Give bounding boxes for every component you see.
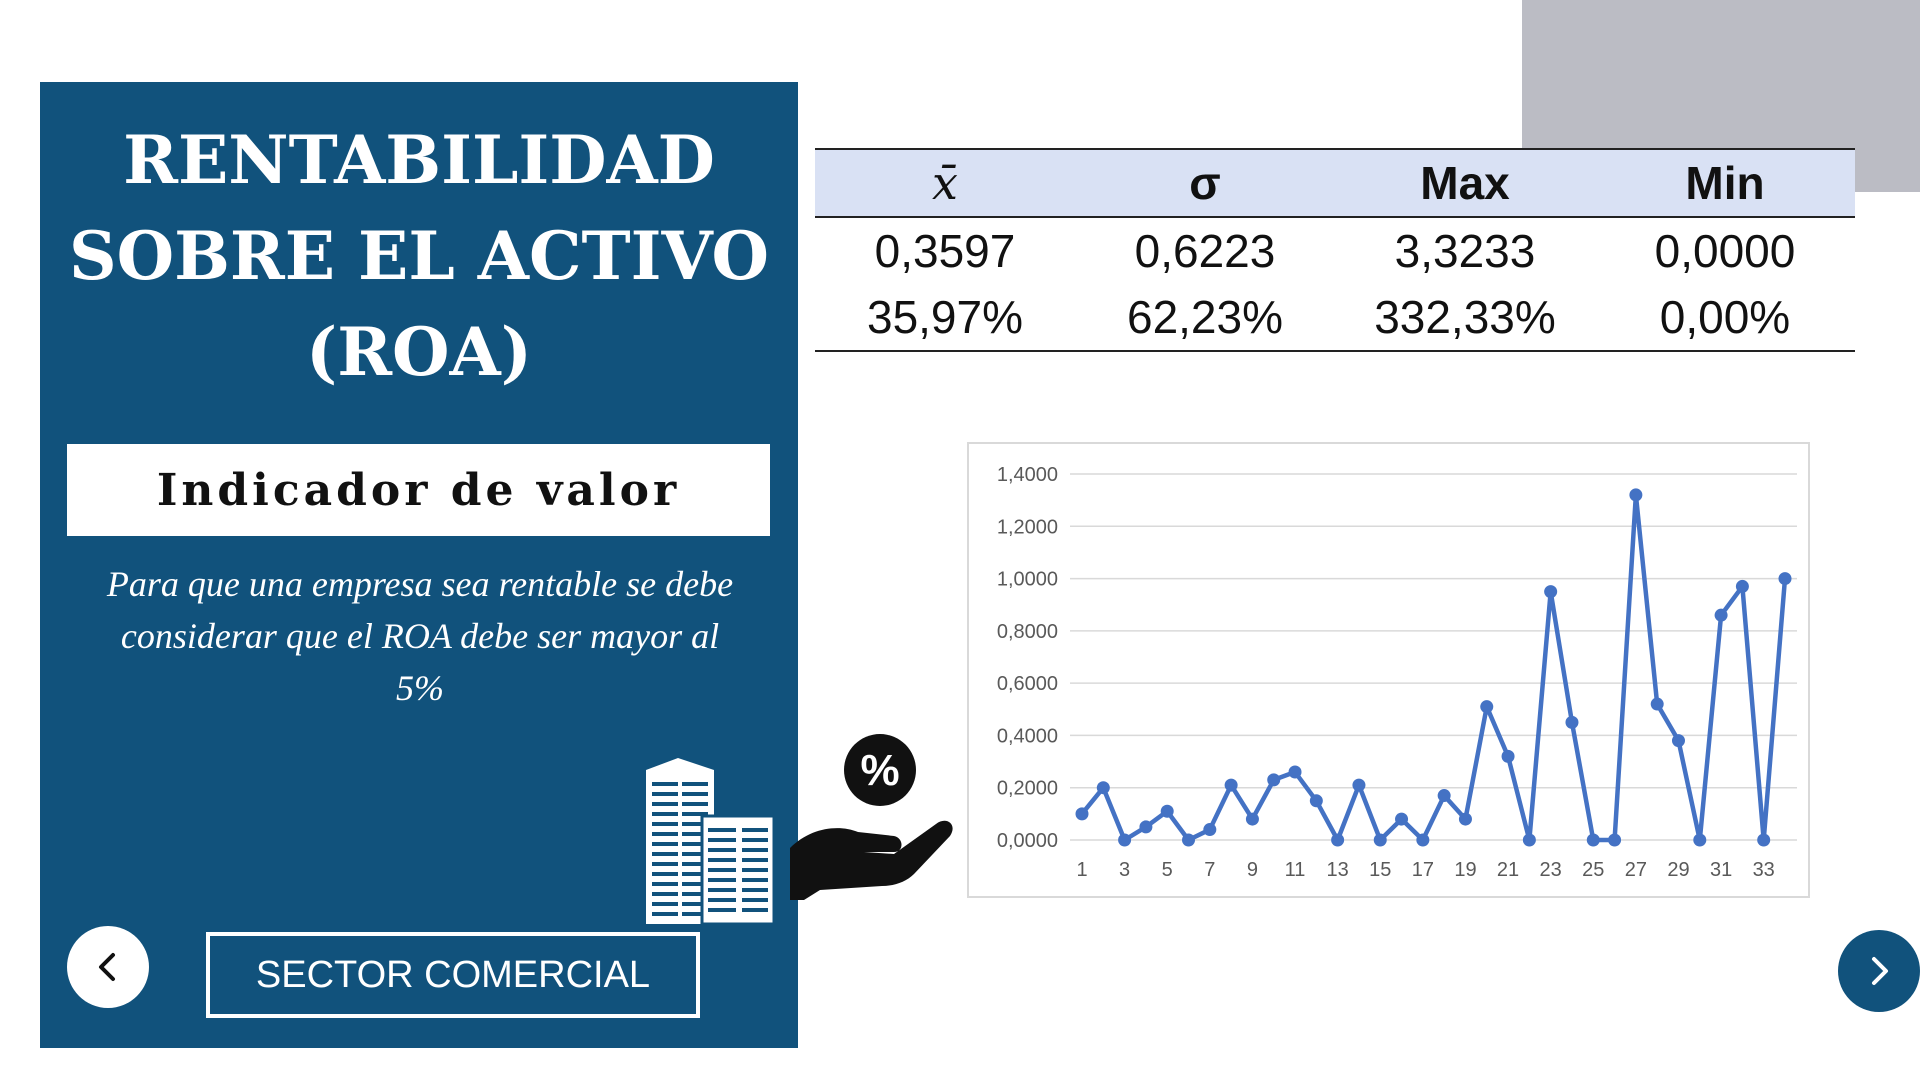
info-panel: RENTABILIDAD SOBRE EL ACTIVO (ROA) Indic… [40, 82, 798, 1048]
x-tick-label: 11 [1285, 859, 1306, 881]
data-point [1480, 700, 1494, 714]
y-tick-label: 0,0000 [997, 830, 1058, 852]
data-point [1096, 781, 1110, 795]
data-point [1160, 804, 1174, 818]
data-point [1203, 823, 1217, 837]
x-tick-label: 29 [1667, 859, 1689, 881]
x-tick-label: 3 [1119, 859, 1130, 881]
title-line-1: RENTABILIDAD [123, 121, 715, 199]
data-point [1522, 833, 1536, 847]
title-line-3: (ROA) [305, 313, 532, 391]
chevron-right-icon [1872, 957, 1888, 985]
series-line [1080, 492, 1788, 843]
data-point [1458, 812, 1472, 826]
data-point [1309, 794, 1323, 808]
table-cell: 0,0000 [1654, 225, 1796, 277]
y-tick-label: 1,4000 [997, 464, 1058, 486]
data-point [1373, 833, 1387, 847]
data-point [1267, 773, 1281, 787]
data-point [1118, 833, 1132, 847]
stats-table: x̄ σ Max Min 0,3597 0,6223 3,3233 0,0000… [815, 148, 1855, 352]
chart-canvas: 0,0000 0,2000 0,4000 0,6000 0,8000 1,0000 1,20… [997, 464, 1797, 881]
header-min: Min [1595, 148, 1855, 218]
y-tick-label: 0,4000 [997, 725, 1058, 747]
x-tick-label: 15 [1369, 859, 1391, 881]
table-cell: 0,3597 [874, 225, 1016, 277]
data-point [1586, 833, 1600, 847]
data-point [1224, 778, 1238, 792]
x-tick-label: 31 [1710, 859, 1732, 881]
header-std-dev: σ [1075, 148, 1335, 218]
table-cell: 332,33% [1335, 284, 1595, 352]
subtitle: Indicador de valor [156, 464, 681, 516]
data-point [1182, 833, 1196, 847]
table-cell: 62,23% [1075, 284, 1335, 352]
x-tick-label: 1 [1076, 859, 1087, 881]
header-max: Max [1335, 148, 1595, 218]
data-point [1437, 789, 1451, 803]
data-point [1565, 715, 1579, 729]
buildings-icon [646, 758, 774, 924]
hand-percent-icon: % [790, 734, 953, 900]
header-mean: x̄ [815, 148, 1075, 218]
page-title: RENTABILIDAD SOBRE EL ACTIVO (ROA) [40, 112, 798, 400]
table-cell: 0,00% [1595, 284, 1855, 352]
x-tick-label: 9 [1247, 859, 1258, 881]
data-point [1629, 488, 1643, 502]
data-point [1778, 572, 1792, 586]
data-point [1416, 833, 1430, 847]
x-tick-label: 5 [1162, 859, 1173, 881]
data-point [1288, 765, 1302, 779]
x-tick-label: 13 [1327, 859, 1349, 881]
data-point [1671, 734, 1685, 748]
x-tick-label: 21 [1497, 859, 1519, 881]
data-point [1139, 820, 1153, 834]
next-button[interactable] [1838, 930, 1920, 1012]
title-line-2: SOBRE EL ACTIVO [68, 217, 770, 295]
table-cell: 3,3233 [1394, 225, 1536, 277]
x-tick-label: 33 [1753, 859, 1775, 881]
data-point [1245, 812, 1259, 826]
chevron-left-icon [99, 953, 115, 981]
x-tick-label: 17 [1412, 859, 1434, 881]
y-tick-label: 0,8000 [997, 621, 1058, 643]
data-point [1650, 697, 1664, 711]
data-point [1075, 807, 1089, 821]
data-point [1331, 833, 1345, 847]
data-point [1608, 833, 1622, 847]
data-point [1544, 585, 1558, 599]
x-tick-label: 19 [1454, 859, 1476, 881]
x-tick-label: 7 [1204, 859, 1215, 881]
y-tick-label: 0,6000 [997, 673, 1058, 695]
y-tick-label: 1,0000 [997, 569, 1058, 591]
data-point [1714, 608, 1728, 622]
y-tick-label: 1,2000 [997, 516, 1058, 538]
sector-button[interactable]: SECTOR COMERCIAL [206, 932, 700, 1018]
stats-header-row: x̄ σ Max Min [815, 148, 1855, 218]
svg-text:%: % [860, 746, 899, 795]
subtitle-box: Indicador de valor [67, 444, 770, 536]
x-tick-label: 23 [1540, 859, 1562, 881]
table-cell: 35,97% [815, 284, 1075, 352]
table-row: 0,3597 0,6223 3,3233 0,0000 [815, 217, 1855, 284]
data-point [1395, 812, 1409, 826]
data-point [1352, 778, 1366, 792]
description-text: Para que una empresa sea rentable se deb… [106, 564, 734, 708]
back-button[interactable] [67, 926, 149, 1008]
y-tick-label: 0,2000 [997, 778, 1058, 800]
table-row: 35,97% 62,23% 332,33% 0,00% [815, 284, 1855, 352]
x-tick-label: 27 [1625, 859, 1647, 881]
table-cell: 0,6223 [1134, 225, 1276, 277]
x-tick-label: 25 [1582, 859, 1604, 881]
data-point [1735, 579, 1749, 593]
data-point [1757, 833, 1771, 847]
data-point [1501, 749, 1515, 763]
line-chart: 0,0000 0,2000 0,4000 0,6000 0,8000 1,0000 1,20… [967, 442, 1810, 898]
data-point [1693, 833, 1707, 847]
